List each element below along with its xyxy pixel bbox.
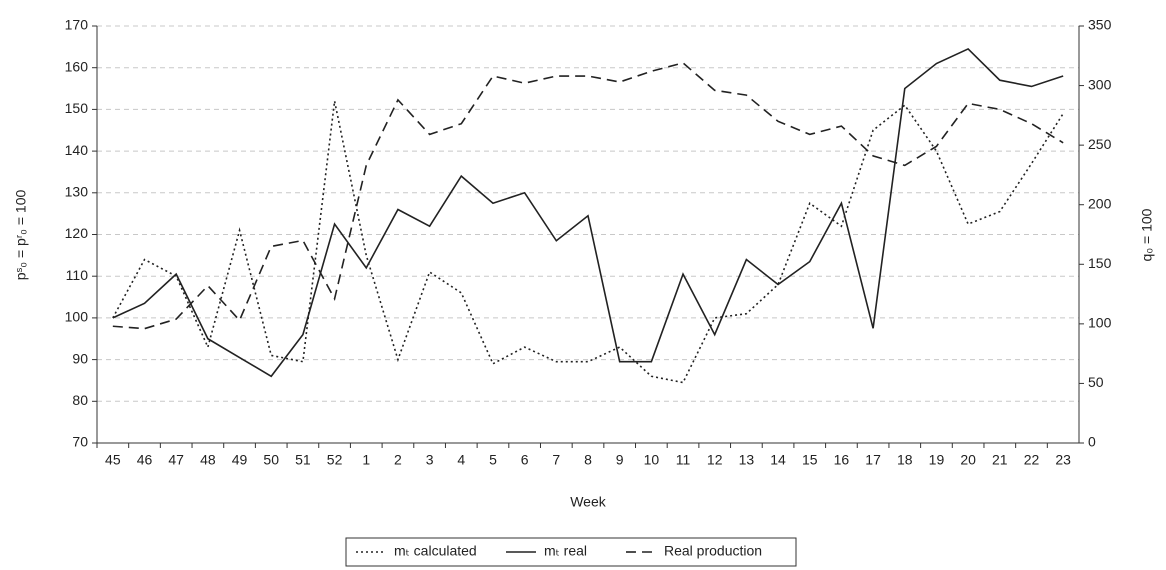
x-tick-label: 5 xyxy=(489,452,497,468)
x-tick-label: 13 xyxy=(739,452,755,468)
y2-tick-label: 50 xyxy=(1088,374,1104,390)
y-tick-label: 120 xyxy=(65,225,89,241)
legend-label: mₜ real xyxy=(544,543,587,559)
x-tick-label: 23 xyxy=(1055,452,1071,468)
x-tick-label: 52 xyxy=(327,452,343,468)
y2-tick-label: 350 xyxy=(1088,17,1112,33)
x-tick-label: 3 xyxy=(426,452,434,468)
y-tick-label: 100 xyxy=(65,309,89,325)
x-tick-label: 12 xyxy=(707,452,723,468)
y2-tick-label: 300 xyxy=(1088,76,1112,92)
x-tick-label: 22 xyxy=(1024,452,1040,468)
x-tick-label: 48 xyxy=(200,452,216,468)
y2-tick-label: 200 xyxy=(1088,195,1112,211)
x-tick-label: 46 xyxy=(137,452,153,468)
x-tick-label: 8 xyxy=(584,452,592,468)
x-tick-label: 15 xyxy=(802,452,818,468)
x-tick-label: 4 xyxy=(457,452,465,468)
y-axis-label: pˢ₀ = pʳ₀ = 100 xyxy=(13,189,29,280)
line-series xyxy=(112,47,1064,378)
y-tick-label: 160 xyxy=(65,58,89,74)
y-tick-label: 90 xyxy=(72,350,88,366)
x-tick-label: 17 xyxy=(865,452,881,468)
y-tick-label: 110 xyxy=(66,267,89,283)
x-tick-label: 51 xyxy=(295,452,311,468)
x-tick-label: 2 xyxy=(394,452,402,468)
legend-label: mₜ calculated xyxy=(394,543,477,559)
x-axis-label: Week xyxy=(570,494,607,510)
x-tick-label: 18 xyxy=(897,452,913,468)
y2-axis-label: q₀ = 100 xyxy=(1139,208,1155,261)
x-tick-label: 1 xyxy=(362,452,370,468)
y2-tick-label: 150 xyxy=(1088,255,1112,271)
y-tick-label: 80 xyxy=(72,392,88,408)
y-tick-label: 130 xyxy=(65,184,89,200)
legend-label: Real production xyxy=(664,543,762,559)
x-tick-label: 7 xyxy=(552,452,560,468)
x-tick-label: 19 xyxy=(929,452,945,468)
y-tick-label: 70 xyxy=(72,434,88,450)
legend-box xyxy=(345,537,797,567)
x-tick-label: 14 xyxy=(770,452,786,468)
line-series xyxy=(112,100,1064,384)
x-tick-label: 45 xyxy=(105,452,121,468)
x-tick-label: 20 xyxy=(960,452,976,468)
y-tick-label: 140 xyxy=(65,142,89,158)
y-tick-label: 150 xyxy=(65,100,89,116)
x-tick-label: 47 xyxy=(168,452,184,468)
x-tick-label: 21 xyxy=(992,452,1008,468)
x-tick-label: 16 xyxy=(834,452,850,468)
x-tick-label: 9 xyxy=(616,452,624,468)
x-tick-label: 6 xyxy=(521,452,529,468)
x-tick-label: 11 xyxy=(676,452,691,468)
x-tick-label: 10 xyxy=(644,452,660,468)
x-tick-label: 49 xyxy=(232,452,248,468)
x-tick-label: 50 xyxy=(263,452,279,468)
y2-tick-label: 100 xyxy=(1088,315,1112,331)
line-series xyxy=(112,62,1064,330)
y2-tick-label: 0 xyxy=(1088,434,1096,450)
y2-tick-label: 250 xyxy=(1088,136,1112,152)
y-tick-label: 170 xyxy=(65,17,89,33)
